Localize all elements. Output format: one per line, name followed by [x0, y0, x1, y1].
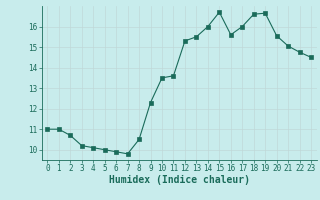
X-axis label: Humidex (Indice chaleur): Humidex (Indice chaleur): [109, 175, 250, 185]
